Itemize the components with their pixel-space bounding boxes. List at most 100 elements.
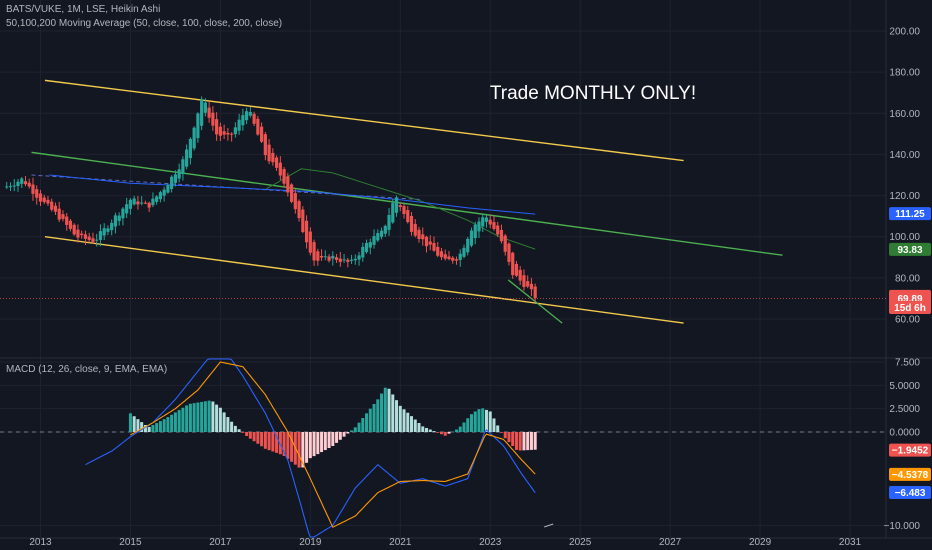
- candle-body: [177, 169, 181, 179]
- candle-body: [68, 220, 73, 229]
- macd-histogram-bar: [488, 411, 492, 432]
- candle-body: [230, 133, 234, 135]
- candle-body: [282, 169, 286, 184]
- candle-body: [451, 257, 455, 261]
- candle-body: [128, 199, 133, 209]
- candles[interactable]: [5, 96, 537, 302]
- macd-histogram-bar: [181, 407, 185, 432]
- candle-body: [391, 203, 395, 223]
- ma-legend[interactable]: 50,100,200 Moving Average (50, close, 10…: [6, 18, 283, 29]
- macd-histogram-bar: [297, 432, 301, 468]
- macd-histogram-bar: [237, 429, 241, 432]
- macd-histogram-bar: [241, 432, 245, 433]
- macd-histogram-bar: [511, 432, 515, 446]
- candle-body: [80, 233, 84, 236]
- x-tick-label: 2021: [389, 537, 412, 548]
- candle-body: [170, 176, 174, 189]
- candle-body: [488, 219, 492, 225]
- macd-histogram-bar: [128, 413, 132, 432]
- macd-tick-label: 7.500: [895, 358, 920, 369]
- candle-body: [181, 159, 185, 174]
- candle-body: [443, 254, 447, 259]
- price-badge-bg: [889, 300, 931, 314]
- macd-pane[interactable]: [85, 358, 554, 538]
- moving-averages: [49, 168, 536, 250]
- candle-body: [421, 234, 425, 240]
- candle-body: [338, 258, 342, 262]
- candle-body: [121, 208, 125, 219]
- x-axis-marker: [544, 523, 554, 528]
- candle-body: [349, 259, 354, 261]
- candle-body: [473, 224, 477, 239]
- candle-body: [398, 205, 402, 208]
- candle-body: [8, 186, 13, 188]
- macd-badge-bg: [889, 443, 931, 457]
- candle-body: [447, 256, 451, 260]
- candle-body: [98, 231, 103, 240]
- candle-body: [147, 202, 151, 208]
- macd-histogram-bar: [522, 432, 526, 451]
- candle-body: [260, 126, 264, 142]
- candle-body: [346, 259, 350, 262]
- candle-body: [50, 201, 54, 210]
- candle-body: [38, 193, 43, 202]
- macd-histogram-bar: [421, 426, 425, 432]
- candle-body: [23, 181, 28, 185]
- macd-legend[interactable]: MACD (12, 26, close, 9, EMA, EMA): [6, 364, 168, 375]
- price-badge: 93.83: [897, 245, 922, 256]
- candle-body: [162, 189, 166, 196]
- candle-body: [327, 256, 331, 261]
- macd-histogram-bar: [260, 432, 264, 447]
- drawing-mid-trend: [31, 151, 783, 256]
- candle-body: [293, 193, 297, 210]
- macd-histogram-bar: [327, 432, 331, 449]
- candle-body: [91, 238, 95, 243]
- macd-histogram-bar: [215, 404, 219, 432]
- macd-histogram-bar: [499, 432, 503, 433]
- macd-histogram-bar: [286, 432, 290, 459]
- candle-body: [65, 216, 69, 225]
- macd-histogram-bar: [529, 432, 533, 450]
- candle-body: [5, 186, 9, 188]
- candle-body: [526, 281, 530, 287]
- macd-histogram-bar: [196, 402, 200, 432]
- candle-body: [57, 208, 61, 220]
- candle-body: [136, 201, 140, 205]
- candle-body: [132, 198, 136, 205]
- candle-body: [364, 242, 369, 253]
- candle-body: [432, 243, 436, 251]
- candle-body: [42, 197, 46, 203]
- macd-histogram-bar: [496, 425, 500, 432]
- candle-body: [233, 127, 237, 135]
- macd-histogram-bar: [278, 432, 282, 455]
- candle-body: [496, 225, 500, 235]
- macd-histogram-bar: [410, 416, 414, 432]
- candle-body: [417, 229, 421, 239]
- trend-drawings[interactable]: [0, 79, 886, 324]
- macd-histogram-bar: [503, 432, 507, 439]
- candle-body: [196, 113, 200, 139]
- macd-histogram-bar: [320, 432, 324, 453]
- x-tick-label: 2017: [209, 537, 232, 548]
- macd-histogram-bar: [391, 394, 395, 432]
- candle-body: [436, 246, 440, 256]
- candle-body: [207, 107, 211, 118]
- candle-body: [20, 178, 24, 184]
- macd-histogram-bar: [192, 403, 196, 432]
- candle-body: [304, 220, 309, 243]
- candle-body: [185, 149, 189, 167]
- candle-body: [53, 205, 58, 212]
- candle-body: [331, 255, 335, 259]
- annotation-text[interactable]: Trade MONTHLY ONLY!: [490, 83, 696, 104]
- candle-body: [106, 228, 110, 232]
- candle-body: [342, 259, 346, 261]
- macd-histogram-bar: [185, 405, 189, 432]
- candle-body: [289, 184, 294, 202]
- symbol-legend[interactable]: BATS/VUKE, 1M, LSE, Heikin Ashi: [6, 4, 161, 15]
- candle-body: [31, 184, 35, 194]
- candle-body: [503, 235, 507, 252]
- candle-body: [274, 157, 279, 168]
- macd-badge-bg: [889, 467, 931, 481]
- candle-body: [413, 223, 417, 236]
